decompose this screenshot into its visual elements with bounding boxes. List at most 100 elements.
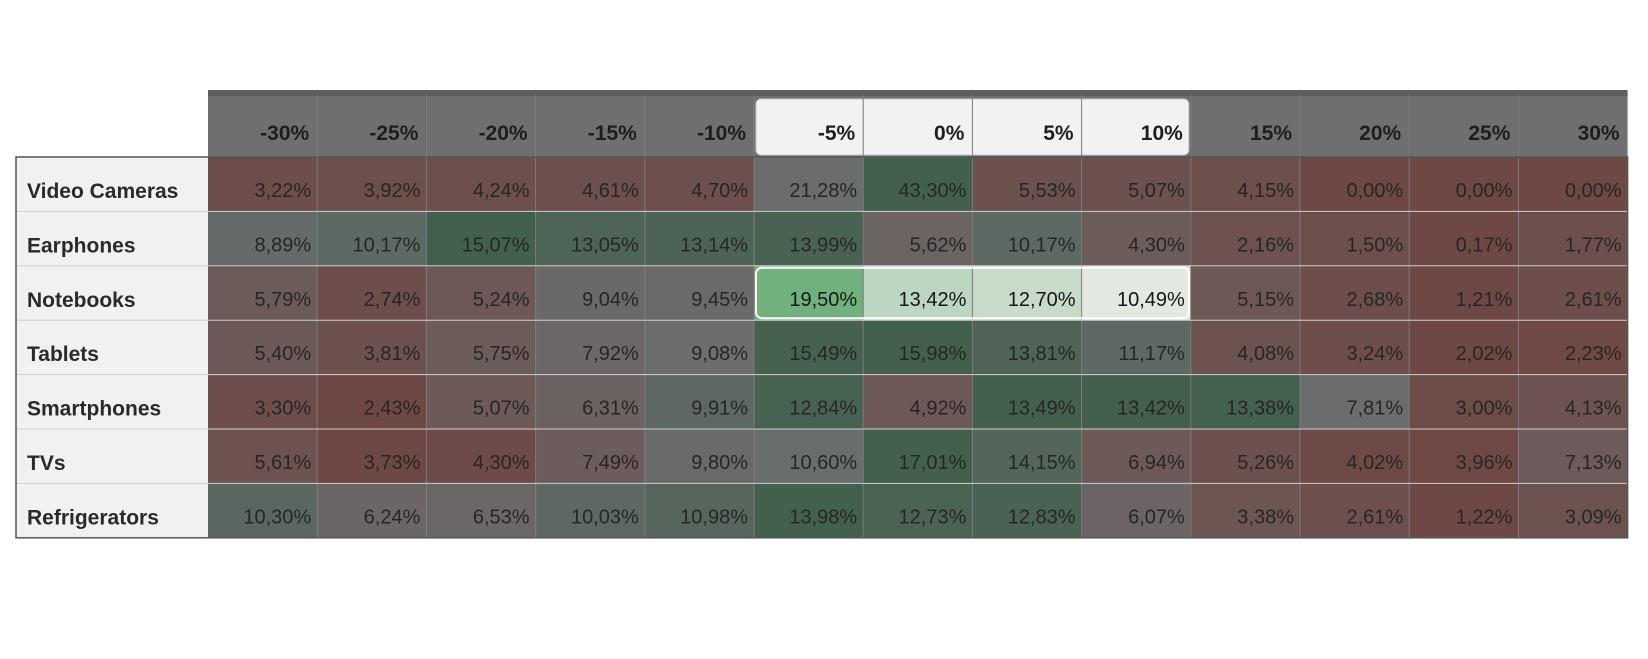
cell-value-earphones-5pct: 13,99% <box>789 234 857 256</box>
heatmap-cell-refrigerators-30pct <box>1518 483 1628 538</box>
heatmap-cell-video-cameras-5pct <box>972 157 1082 212</box>
row-label-refrigerators: Refrigerators <box>27 506 159 529</box>
heatmap-cell-notebooks-5pct <box>754 265 864 321</box>
heatmap-cell-video-cameras-30pct <box>208 157 318 212</box>
heatmap-cell-tablets-20pct <box>426 320 536 375</box>
cell-value-notebooks-5pct: 12,70% <box>1008 289 1076 311</box>
heatmap-cell-tablets-25pct <box>1409 320 1519 375</box>
heatmap-cell-video-cameras-15pct <box>535 157 645 212</box>
cell-value-smartphones-15pct: 6,31% <box>582 398 639 420</box>
heatmap-cell-refrigerators-5pct <box>972 483 1082 538</box>
heatmap-cell-tvs-25pct <box>317 429 427 484</box>
heatmap-cell-tablets-15pct <box>535 320 645 375</box>
heatmap-cell-tvs-10pct <box>1081 429 1191 484</box>
heatmap-cell-refrigerators-25pct <box>1409 483 1519 538</box>
heatmap-cell-refrigerators-10pct <box>1081 483 1191 538</box>
row-label-smartphones: Smartphones <box>27 398 161 421</box>
header-top-bar <box>208 90 1628 96</box>
heatmap-cell-smartphones-30pct <box>208 374 318 429</box>
cell-value-refrigerators-5pct: 12,83% <box>1008 506 1076 528</box>
heatmap-cell-tvs-15pct <box>535 429 645 484</box>
heatmap-cell-earphones-30pct <box>208 211 318 266</box>
cell-value-tablets-0pct: 15,98% <box>899 343 967 365</box>
heatmap-cell-refrigerators-15pct <box>1190 483 1300 538</box>
heatmap-cell-video-cameras-5pct <box>754 157 864 212</box>
cell-value-earphones-5pct: 10,17% <box>1008 234 1076 256</box>
cell-value-earphones-15pct: 2,16% <box>1237 234 1294 256</box>
cell-value-tablets-15pct: 7,92% <box>582 343 639 365</box>
cell-value-video-cameras-5pct: 21,28% <box>789 180 857 202</box>
col-header-25pct: 25% <box>1468 122 1510 145</box>
heatmap-cell-tvs-10pct <box>644 429 754 484</box>
heatmap-cell-smartphones-0pct <box>863 374 973 429</box>
cell-value-notebooks-25pct: 1,21% <box>1456 289 1513 311</box>
heatmap-cell-video-cameras-15pct <box>1190 157 1300 212</box>
col-header-30pct: -30% <box>260 122 309 145</box>
cell-value-notebooks-30pct: 2,61% <box>1565 289 1622 311</box>
heatmap-cell-tvs-5pct <box>972 429 1082 484</box>
heatmap-cell-notebooks-15pct <box>535 265 645 321</box>
heatmap-cell-smartphones-30pct <box>1518 374 1628 429</box>
heatmap-cell-smartphones-5pct <box>972 374 1082 429</box>
heatmap-cell-tvs-30pct <box>1518 429 1628 484</box>
heatmap-cell-earphones-20pct <box>1300 211 1410 266</box>
cell-value-tvs-15pct: 5,26% <box>1237 452 1294 474</box>
cell-value-video-cameras-10pct: 4,70% <box>691 180 748 202</box>
cell-value-tablets-30pct: 2,23% <box>1565 343 1622 365</box>
cell-value-tvs-5pct: 14,15% <box>1008 452 1076 474</box>
heatmap-cell-notebooks-30pct <box>1518 265 1628 321</box>
heatmap-cell-smartphones-15pct <box>1190 374 1300 429</box>
col-header-15pct: 15% <box>1250 122 1292 145</box>
heatmap-cell-earphones-5pct <box>754 211 864 266</box>
col-header-20pct: 20% <box>1359 122 1401 145</box>
cell-value-earphones-15pct: 13,05% <box>571 234 639 256</box>
row-label-notebooks: Notebooks <box>27 289 136 312</box>
heatmap-cell-smartphones-25pct <box>1409 374 1519 429</box>
heatmap-cell-tablets-5pct <box>754 320 864 375</box>
cell-value-smartphones-5pct: 13,49% <box>1008 398 1076 420</box>
cell-value-tvs-20pct: 4,30% <box>473 452 530 474</box>
heatmap-cell-tablets-20pct <box>1300 320 1410 375</box>
col-header-30pct: 30% <box>1578 122 1620 145</box>
cell-value-refrigerators-10pct: 6,07% <box>1128 506 1185 528</box>
cell-value-video-cameras-10pct: 5,07% <box>1128 180 1185 202</box>
highlight-row-group <box>755 266 1190 320</box>
cell-value-tablets-10pct: 11,17% <box>1118 343 1185 365</box>
cell-value-tablets-5pct: 13,81% <box>1008 343 1076 365</box>
heatmap-cell-refrigerators-30pct <box>208 483 318 538</box>
row-label-column <box>16 157 208 538</box>
heatmap-cell-tvs-30pct <box>208 429 318 484</box>
cell-value-earphones-25pct: 10,17% <box>353 234 421 256</box>
cell-value-smartphones-25pct: 3,00% <box>1456 398 1513 420</box>
heatmap-cell-refrigerators-25pct <box>317 483 427 538</box>
heatmap-cell-refrigerators-0pct <box>863 483 973 538</box>
cell-value-smartphones-10pct: 13,42% <box>1117 398 1185 420</box>
cell-value-notebooks-15pct: 9,04% <box>582 289 639 311</box>
col-header-15pct: -15% <box>588 122 637 145</box>
col-header-20pct: -20% <box>479 122 528 145</box>
row-label-tablets: Tablets <box>27 343 99 366</box>
cell-value-tablets-15pct: 4,08% <box>1237 343 1294 365</box>
cell-value-notebooks-20pct: 5,24% <box>473 289 530 311</box>
heatmap-cell-notebooks-20pct <box>1300 265 1410 321</box>
cell-value-tvs-30pct: 7,13% <box>1565 452 1622 474</box>
cell-value-video-cameras-30pct: 0,00% <box>1565 180 1622 202</box>
heatmap-cell-earphones-15pct <box>535 211 645 266</box>
col-header-10pct: 10% <box>1141 122 1183 145</box>
cell-value-tablets-20pct: 5,75% <box>473 343 530 365</box>
cell-value-refrigerators-15pct: 3,38% <box>1237 506 1294 528</box>
cell-value-video-cameras-25pct: 0,00% <box>1456 180 1513 202</box>
cell-value-refrigerators-30pct: 10,30% <box>243 506 311 528</box>
cell-value-tvs-5pct: 10,60% <box>789 452 857 474</box>
cell-value-video-cameras-15pct: 4,61% <box>582 180 639 202</box>
cell-value-smartphones-15pct: 13,38% <box>1226 398 1294 420</box>
heatmap-cell-earphones-25pct <box>1409 211 1519 266</box>
cell-value-tvs-0pct: 17,01% <box>899 452 967 474</box>
col-header-0pct: 0% <box>934 122 965 145</box>
heatmap-cell-tablets-25pct <box>317 320 427 375</box>
heatmap-cell-smartphones-20pct <box>1300 374 1410 429</box>
heatmap-cell-tvs-15pct <box>1190 429 1300 484</box>
cell-value-earphones-0pct: 5,62% <box>910 234 967 256</box>
cell-value-smartphones-30pct: 3,30% <box>254 398 311 420</box>
